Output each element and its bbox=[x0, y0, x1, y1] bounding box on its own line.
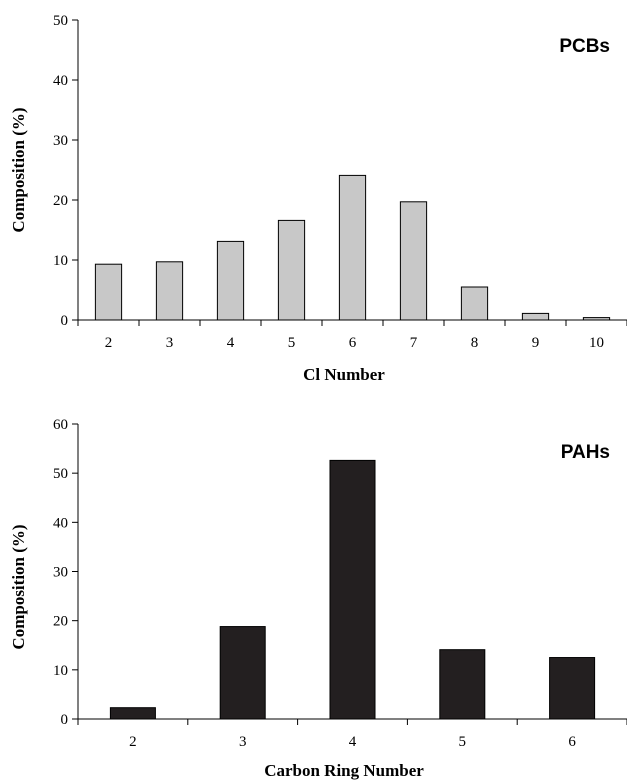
pcb-y-tick-label: 30 bbox=[53, 133, 68, 149]
pcb-y-tick-label: 20 bbox=[53, 193, 68, 209]
pcb-bar-9 bbox=[521, 312, 550, 321]
pah-y-tick-label: 50 bbox=[53, 466, 68, 482]
pcb-chart-title: PCBs bbox=[559, 36, 610, 57]
pcb-bar-5 bbox=[277, 219, 306, 321]
pcb-x-ticks: 2 3 4 5 6 7 8 9 10 bbox=[77, 320, 627, 351]
pah-y-axis-label: Composition (%) bbox=[9, 524, 28, 649]
pah-x-tick-label: 4 bbox=[349, 734, 357, 750]
pah-x-tick-label: 3 bbox=[239, 734, 247, 750]
pcb-x-tick-label: 5 bbox=[288, 335, 296, 351]
pcb-bar-6 bbox=[338, 174, 367, 321]
pcb-x-tick-label: 4 bbox=[227, 335, 235, 351]
pah-y-tick-label: 0 bbox=[61, 712, 69, 728]
pcb-bar-4 bbox=[216, 240, 245, 321]
pah-bar-2 bbox=[109, 707, 156, 720]
pah-y-tick-label: 20 bbox=[53, 614, 68, 630]
pcb-x-tick-label: 8 bbox=[471, 335, 479, 351]
pah-bar-5 bbox=[439, 649, 486, 720]
pcb-y-tick-label: 0 bbox=[61, 313, 69, 329]
pah-x-ticks: 2 3 4 5 6 bbox=[77, 719, 627, 750]
pah-bar-3 bbox=[219, 626, 266, 720]
pah-chart-title: PAHs bbox=[561, 442, 610, 463]
pcb-chart-panel: 0 10 20 30 40 50 2 3 4 5 6 7 8 9 10 PCBs Cl Number Co… bbox=[9, 13, 627, 384]
pah-x-tick-label: 5 bbox=[459, 734, 467, 750]
pcb-x-tick-label: 3 bbox=[166, 335, 174, 351]
pcb-bars bbox=[94, 174, 611, 321]
pcb-x-axis-label: Cl Number bbox=[303, 365, 385, 384]
pah-y-tick-label: 40 bbox=[53, 515, 68, 531]
pah-y-tick-label: 60 bbox=[53, 417, 68, 433]
pcb-x-tick-label: 10 bbox=[589, 335, 604, 351]
pcb-bar-7 bbox=[399, 201, 428, 321]
pah-y-tick-label: 10 bbox=[53, 663, 68, 679]
pcb-y-axis-label: Composition (%) bbox=[9, 107, 28, 232]
pcb-y-tick-label: 10 bbox=[53, 253, 68, 269]
pah-bar-4 bbox=[329, 459, 376, 720]
pah-axes bbox=[77, 424, 627, 720]
pah-y-tick-label: 30 bbox=[53, 565, 68, 581]
pah-x-axis-label: Carbon Ring Number bbox=[264, 761, 424, 780]
pah-x-tick-label: 2 bbox=[129, 734, 137, 750]
pah-bar-6 bbox=[549, 657, 596, 720]
pah-chart-panel: 0 10 20 30 40 50 60 2 3 4 5 6 PAHs Carbon Ring Num… bbox=[9, 417, 627, 780]
pcb-bar-8 bbox=[460, 286, 489, 321]
pcb-bar-3 bbox=[155, 261, 184, 321]
pcb-y-tick-label: 50 bbox=[53, 13, 68, 29]
pah-y-ticks: 0 10 20 30 40 50 60 bbox=[53, 417, 78, 728]
pcb-x-tick-label: 7 bbox=[410, 335, 418, 351]
pcb-y-ticks: 0 10 20 30 40 50 bbox=[53, 13, 78, 329]
pcb-x-tick-label: 9 bbox=[532, 335, 540, 351]
pcb-x-tick-label: 2 bbox=[105, 335, 113, 351]
pcb-bar-2 bbox=[94, 263, 123, 321]
pcb-y-tick-label: 40 bbox=[53, 73, 68, 89]
pcb-x-tick-label: 6 bbox=[349, 335, 357, 351]
pcb-axes bbox=[77, 20, 627, 321]
pah-bars bbox=[109, 459, 596, 720]
pah-x-tick-label: 6 bbox=[568, 734, 576, 750]
